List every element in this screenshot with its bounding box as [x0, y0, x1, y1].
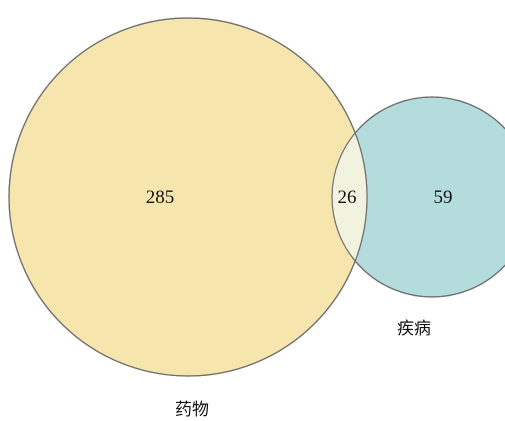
intersection-count: 26 [338, 187, 357, 208]
disease-only-count: 59 [434, 187, 453, 208]
drug-set-circle [8, 17, 368, 377]
drug-set-outline [8, 17, 368, 377]
disease-set-label: 疾病 [397, 319, 431, 339]
drug-only-count: 285 [146, 187, 175, 208]
drug-set-label: 药物 [175, 400, 209, 420]
disease-set-outline [331, 96, 505, 298]
